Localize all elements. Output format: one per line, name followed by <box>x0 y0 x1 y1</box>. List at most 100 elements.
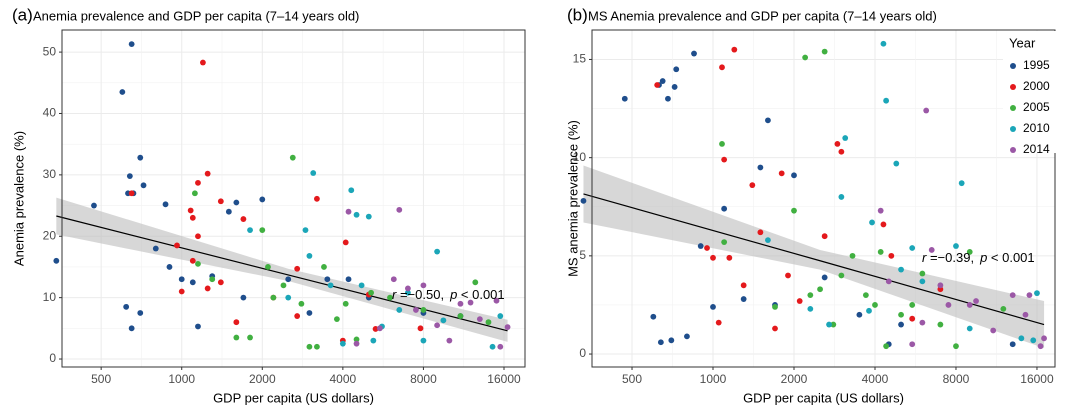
point <box>909 245 916 251</box>
point <box>195 233 201 240</box>
x-axis-title: GDP per capita (US dollars) <box>213 390 374 405</box>
legend-label: 2014 <box>1023 142 1050 156</box>
legend-box <box>1003 31 1061 153</box>
point <box>233 199 240 206</box>
point <box>953 243 959 249</box>
point <box>314 343 320 350</box>
panel-label: (b) <box>567 5 588 24</box>
point <box>757 164 764 171</box>
point <box>691 50 697 57</box>
point <box>898 266 904 273</box>
point <box>200 59 206 66</box>
point <box>137 310 144 316</box>
point <box>909 341 916 348</box>
point <box>497 343 504 350</box>
point <box>137 154 144 161</box>
x-tick-label: 4000 <box>862 372 889 386</box>
point <box>119 89 126 95</box>
point <box>310 170 317 176</box>
point <box>791 172 797 179</box>
point <box>791 207 797 214</box>
point <box>919 270 926 277</box>
y-tick-label: 15 <box>573 52 587 66</box>
point <box>345 208 352 215</box>
point <box>710 304 716 310</box>
point <box>749 182 756 189</box>
point <box>485 319 492 326</box>
point <box>856 311 863 318</box>
point <box>217 279 224 286</box>
legend-swatch <box>1010 147 1016 153</box>
annotation-p: p <box>449 287 457 302</box>
point <box>740 282 747 289</box>
legend-swatch <box>1010 126 1016 132</box>
point <box>715 319 722 326</box>
point <box>665 95 671 102</box>
point <box>966 302 973 308</box>
point <box>973 298 979 304</box>
point <box>883 343 890 350</box>
point <box>365 213 372 220</box>
point <box>204 285 211 292</box>
point <box>195 179 201 186</box>
point <box>420 282 427 289</box>
point <box>306 343 313 350</box>
point <box>740 296 747 302</box>
point <box>289 154 296 161</box>
point <box>128 41 135 48</box>
point <box>726 254 733 261</box>
point <box>869 219 875 226</box>
legend-label: 2005 <box>1023 100 1050 114</box>
point <box>420 307 427 313</box>
point <box>659 78 666 84</box>
point <box>883 97 890 104</box>
x-tick-label: 16000 <box>1020 372 1054 386</box>
point <box>53 257 60 264</box>
point <box>778 170 785 177</box>
point <box>1000 305 1007 312</box>
y-tick-label: 5 <box>579 248 586 262</box>
point <box>657 339 664 346</box>
point <box>178 276 185 283</box>
point <box>721 156 728 163</box>
point <box>704 245 710 251</box>
point <box>497 313 504 319</box>
point <box>1009 341 1016 348</box>
y-tick-label: 30 <box>43 167 57 181</box>
legend-label: 2000 <box>1023 79 1050 93</box>
point <box>893 160 900 167</box>
annotation-r: r <box>922 250 927 265</box>
point <box>259 196 266 203</box>
point <box>476 316 483 323</box>
point <box>772 304 778 310</box>
point <box>233 334 240 341</box>
point <box>128 190 135 197</box>
point <box>721 239 728 245</box>
point <box>928 247 935 253</box>
point <box>757 229 764 236</box>
point <box>91 202 97 209</box>
point <box>838 148 845 155</box>
point <box>731 46 738 53</box>
point <box>802 54 809 61</box>
point <box>888 252 895 259</box>
legend-title: Year <box>1009 35 1036 50</box>
point <box>294 265 301 272</box>
point <box>324 276 331 283</box>
annotation: r =−0.39, p < 0.001 <box>922 250 1035 265</box>
x-tick-label: 2000 <box>781 372 808 386</box>
point <box>472 279 479 286</box>
point <box>765 237 771 244</box>
point <box>195 323 201 330</box>
point <box>353 340 360 347</box>
point <box>314 195 320 202</box>
point <box>849 252 856 259</box>
point <box>862 292 869 299</box>
point <box>1041 335 1047 342</box>
x-tick-label: 500 <box>91 372 111 386</box>
point <box>368 289 374 296</box>
point <box>821 233 828 240</box>
point <box>189 214 196 221</box>
point <box>417 325 424 332</box>
point <box>434 322 441 329</box>
